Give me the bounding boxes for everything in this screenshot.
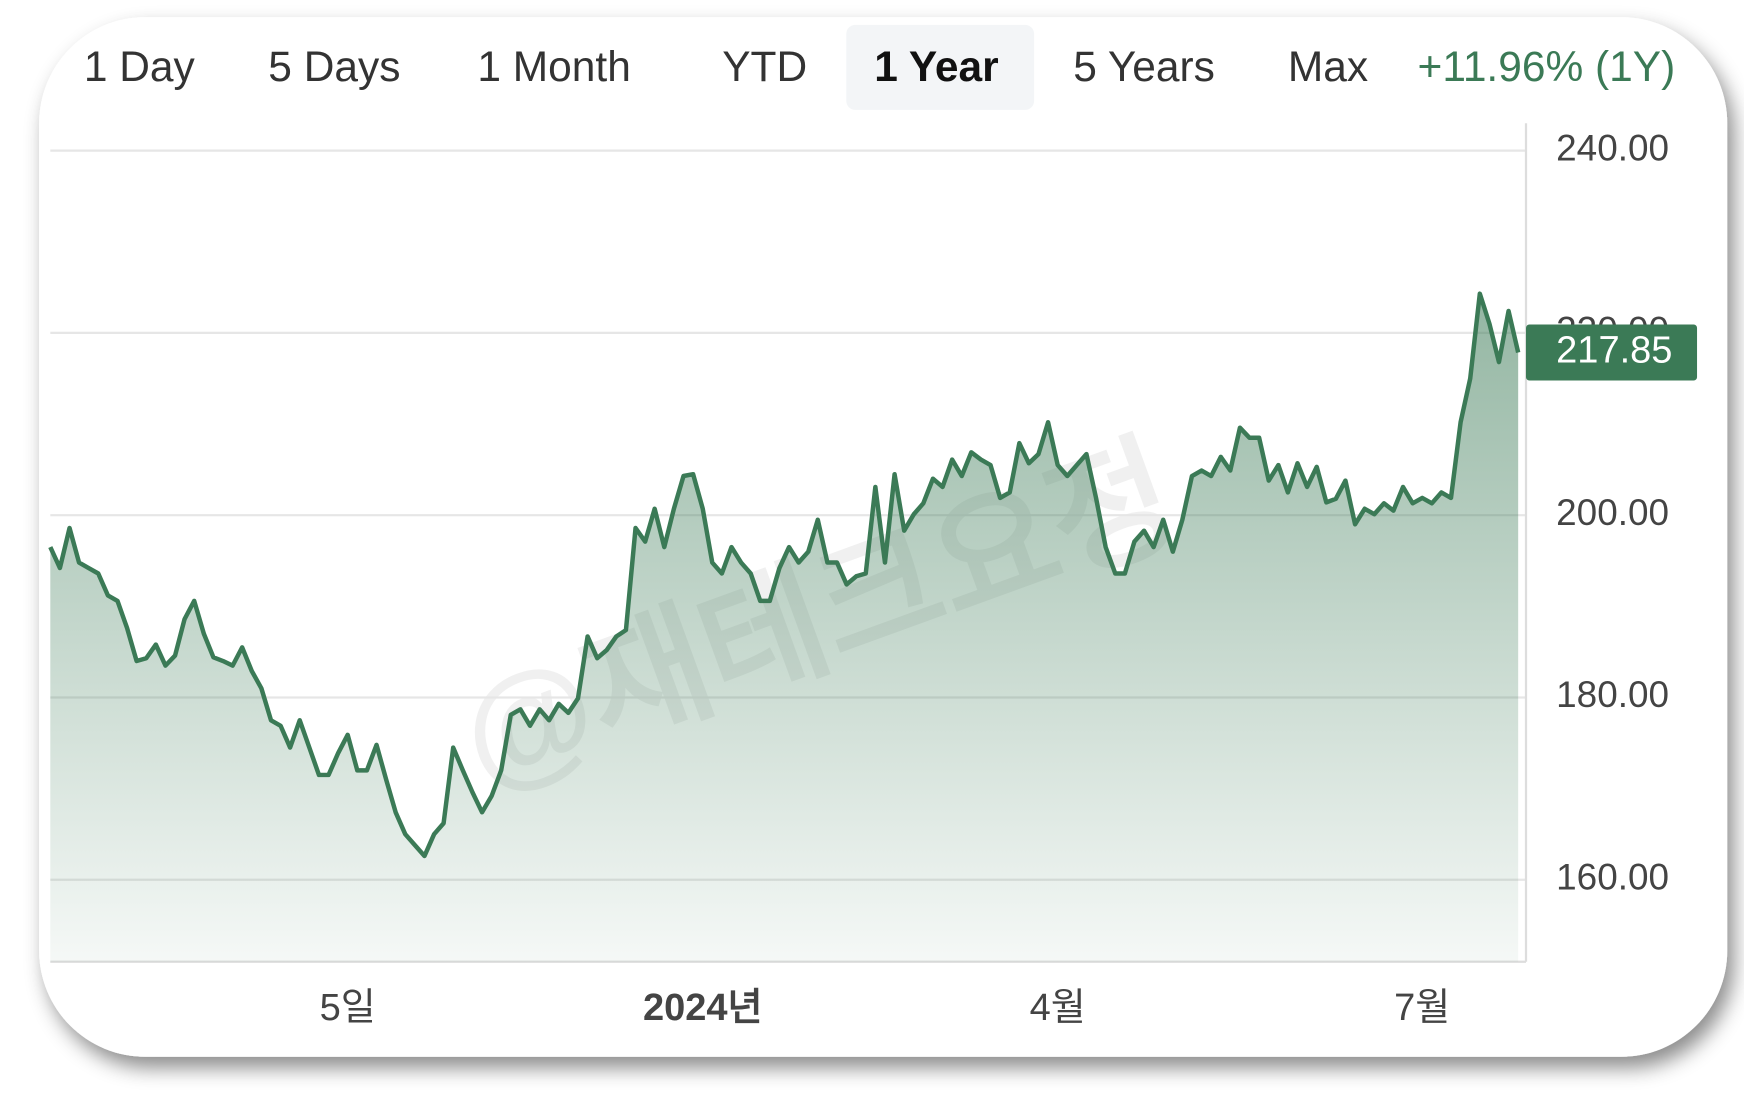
tab[interactable]: 5 Days (268, 44, 400, 91)
y-tick-label: 180.00 (1556, 674, 1669, 715)
selected-tab-bg (846, 24, 1035, 110)
tab[interactable]: 1 Day (84, 44, 196, 91)
x-tick-label: 4월 (1030, 987, 1086, 1029)
area (50, 293, 1519, 962)
tab[interactable]: Max (1288, 44, 1368, 91)
price-label: 217.85 (1556, 330, 1672, 372)
tab[interactable]: 1 Year (874, 44, 998, 91)
line (48, 291, 1521, 859)
tab[interactable]: YTD (722, 44, 807, 91)
tab[interactable]: 5 Years (1073, 44, 1215, 91)
x-tick-label: 2024년 (643, 987, 763, 1029)
tab[interactable]: 1 Month (477, 44, 630, 91)
price-badge (1526, 324, 1698, 381)
y-tick-label: 200.00 (1556, 492, 1669, 533)
y-tick-label: 160.00 (1556, 856, 1669, 897)
x-tick-label: 5일 (320, 987, 376, 1029)
x-tick-label: 7월 (1394, 987, 1450, 1029)
y-tick-label: 240.00 (1556, 127, 1669, 168)
change: +11.96% (1Y) (1418, 44, 1676, 91)
